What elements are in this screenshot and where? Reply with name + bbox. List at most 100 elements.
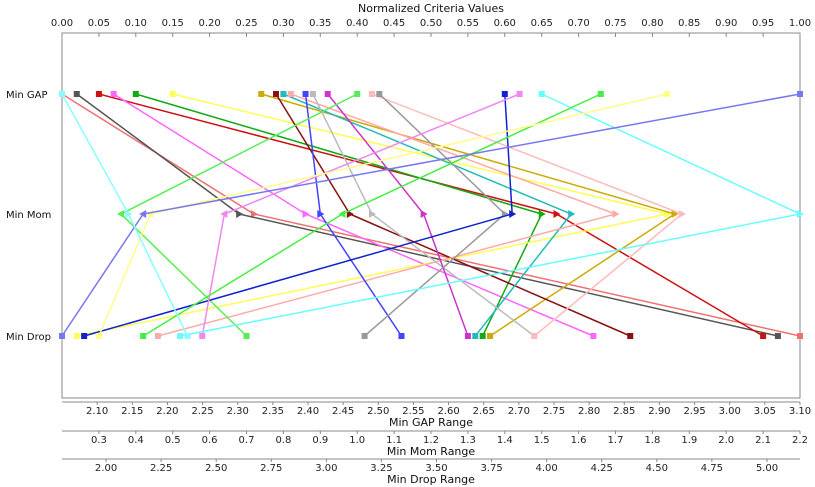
range-tick-label: 1.5 bbox=[534, 435, 550, 446]
series-point bbox=[117, 210, 125, 218]
range-tick-label: 5.00 bbox=[756, 463, 778, 474]
series-point bbox=[73, 333, 80, 339]
series-point bbox=[169, 91, 176, 97]
series-point bbox=[612, 210, 620, 218]
range-tick-label: 2.95 bbox=[683, 406, 705, 417]
normalized-tick-label: 0.50 bbox=[420, 18, 442, 29]
series-point bbox=[354, 91, 361, 97]
range-tick-label: 2.15 bbox=[121, 406, 143, 417]
range-tick-label: 2.50 bbox=[205, 463, 227, 474]
series-point bbox=[287, 91, 294, 97]
range-axis-label: Min Drop Range bbox=[387, 473, 475, 486]
series-point bbox=[627, 333, 634, 339]
series-line bbox=[98, 93, 668, 337]
series-point bbox=[479, 333, 486, 339]
normalized-tick-label: 0.85 bbox=[678, 18, 700, 29]
series-point bbox=[516, 91, 523, 97]
normalized-tick-label: 0.35 bbox=[309, 18, 331, 29]
range-tick-label: 0.7 bbox=[239, 435, 255, 446]
normalized-tick-label: 0.25 bbox=[235, 18, 257, 29]
range-tick-label: 3.05 bbox=[754, 406, 776, 417]
plot-area bbox=[61, 32, 801, 399]
range-tick-label: 3.10 bbox=[789, 406, 811, 417]
category-labels: Min GAP Min Mom Min Drop bbox=[6, 90, 51, 343]
series-point bbox=[797, 91, 803, 97]
series-point bbox=[95, 91, 102, 97]
series-point bbox=[338, 210, 346, 218]
series-point bbox=[140, 333, 147, 339]
series-point bbox=[472, 333, 479, 339]
range-tick-label: 2.45 bbox=[332, 406, 354, 417]
series-line bbox=[135, 93, 543, 337]
series-point bbox=[258, 91, 265, 97]
series-point bbox=[464, 333, 471, 339]
range-tick-label: 2.75 bbox=[260, 463, 282, 474]
range-tick-label: 2.85 bbox=[613, 406, 635, 417]
range-tick-label: 1.7 bbox=[608, 435, 624, 446]
series-point bbox=[398, 333, 405, 339]
series-point bbox=[376, 91, 383, 97]
range-axis-label: Min GAP Range bbox=[389, 416, 473, 429]
normalized-tick-label: 0.40 bbox=[346, 18, 368, 29]
range-tick-label: 2.80 bbox=[578, 406, 600, 417]
normalized-tick-label: 0.75 bbox=[604, 18, 626, 29]
range-tick-label: 2.25 bbox=[191, 406, 213, 417]
range-tick-label: 4.75 bbox=[701, 463, 723, 474]
series-point bbox=[760, 333, 767, 339]
normalized-axis: 0.00 0.05 0.10 0.15 0.20 0.25 0.30 0.35 0.40 0.45… bbox=[51, 18, 811, 37]
series-point bbox=[487, 333, 494, 339]
series-point bbox=[110, 91, 117, 97]
series-point bbox=[568, 210, 576, 218]
series-point bbox=[177, 333, 184, 339]
series-point bbox=[302, 91, 309, 97]
series-point bbox=[59, 333, 65, 339]
normalized-tick-label: 0.70 bbox=[567, 18, 589, 29]
series-point bbox=[302, 210, 310, 218]
range-tick-label: 1.4 bbox=[497, 435, 513, 446]
range-tick-label: 2.0 bbox=[718, 435, 734, 446]
series-lines bbox=[59, 91, 804, 339]
normalized-tick-label: 0.05 bbox=[88, 18, 110, 29]
range-tick-label: 2.90 bbox=[648, 406, 670, 417]
series-point bbox=[273, 91, 280, 97]
range-tick-label: 0.4 bbox=[128, 435, 144, 446]
series-point bbox=[368, 210, 376, 218]
range-tick-label: 1.0 bbox=[349, 435, 365, 446]
range-axes: 2.10 2.15 2.20 2.25 2.30 2.35 2.40 2.45 2.50 2.55… bbox=[62, 401, 811, 486]
series-point bbox=[199, 333, 206, 339]
normalized-tick-label: 0.20 bbox=[198, 18, 220, 29]
series-line bbox=[179, 93, 803, 337]
series-point bbox=[250, 210, 258, 218]
series-point bbox=[774, 333, 781, 339]
series-point bbox=[368, 91, 375, 97]
range-tick-label: 0.9 bbox=[312, 435, 328, 446]
normalized-tick-label: 0.55 bbox=[457, 18, 479, 29]
normalized-tick-label: 0.90 bbox=[715, 18, 737, 29]
normalized-tick-label: 0.80 bbox=[641, 18, 663, 29]
range-tick-label: 1.9 bbox=[681, 435, 697, 446]
range-tick-label: 3.00 bbox=[315, 463, 337, 474]
series-point bbox=[346, 210, 354, 218]
range-tick-label: 2.65 bbox=[473, 406, 495, 417]
category-label: Min Mom bbox=[6, 210, 51, 221]
series-point bbox=[317, 210, 325, 218]
normalized-tick-label: 0.95 bbox=[752, 18, 774, 29]
range-tick-label: 2.50 bbox=[367, 406, 389, 417]
range-tick-label: 1.8 bbox=[644, 435, 660, 446]
normalized-tick-label: 0.15 bbox=[162, 18, 184, 29]
series-point bbox=[132, 91, 139, 97]
series-point bbox=[125, 210, 133, 218]
series-point bbox=[243, 333, 250, 339]
range-tick-label: 3.50 bbox=[425, 463, 447, 474]
series-point bbox=[361, 333, 368, 339]
range-tick-label: 1.2 bbox=[423, 435, 439, 446]
series-point bbox=[309, 91, 316, 97]
series-point bbox=[671, 210, 679, 218]
series-point bbox=[553, 210, 561, 218]
range-tick-label: 0.8 bbox=[275, 435, 291, 446]
range-tick-label: 3.00 bbox=[719, 406, 741, 417]
range-tick-label: 0.3 bbox=[91, 435, 107, 446]
range-tick-label: 1.3 bbox=[460, 435, 476, 446]
range-tick-label: 2.75 bbox=[543, 406, 565, 417]
